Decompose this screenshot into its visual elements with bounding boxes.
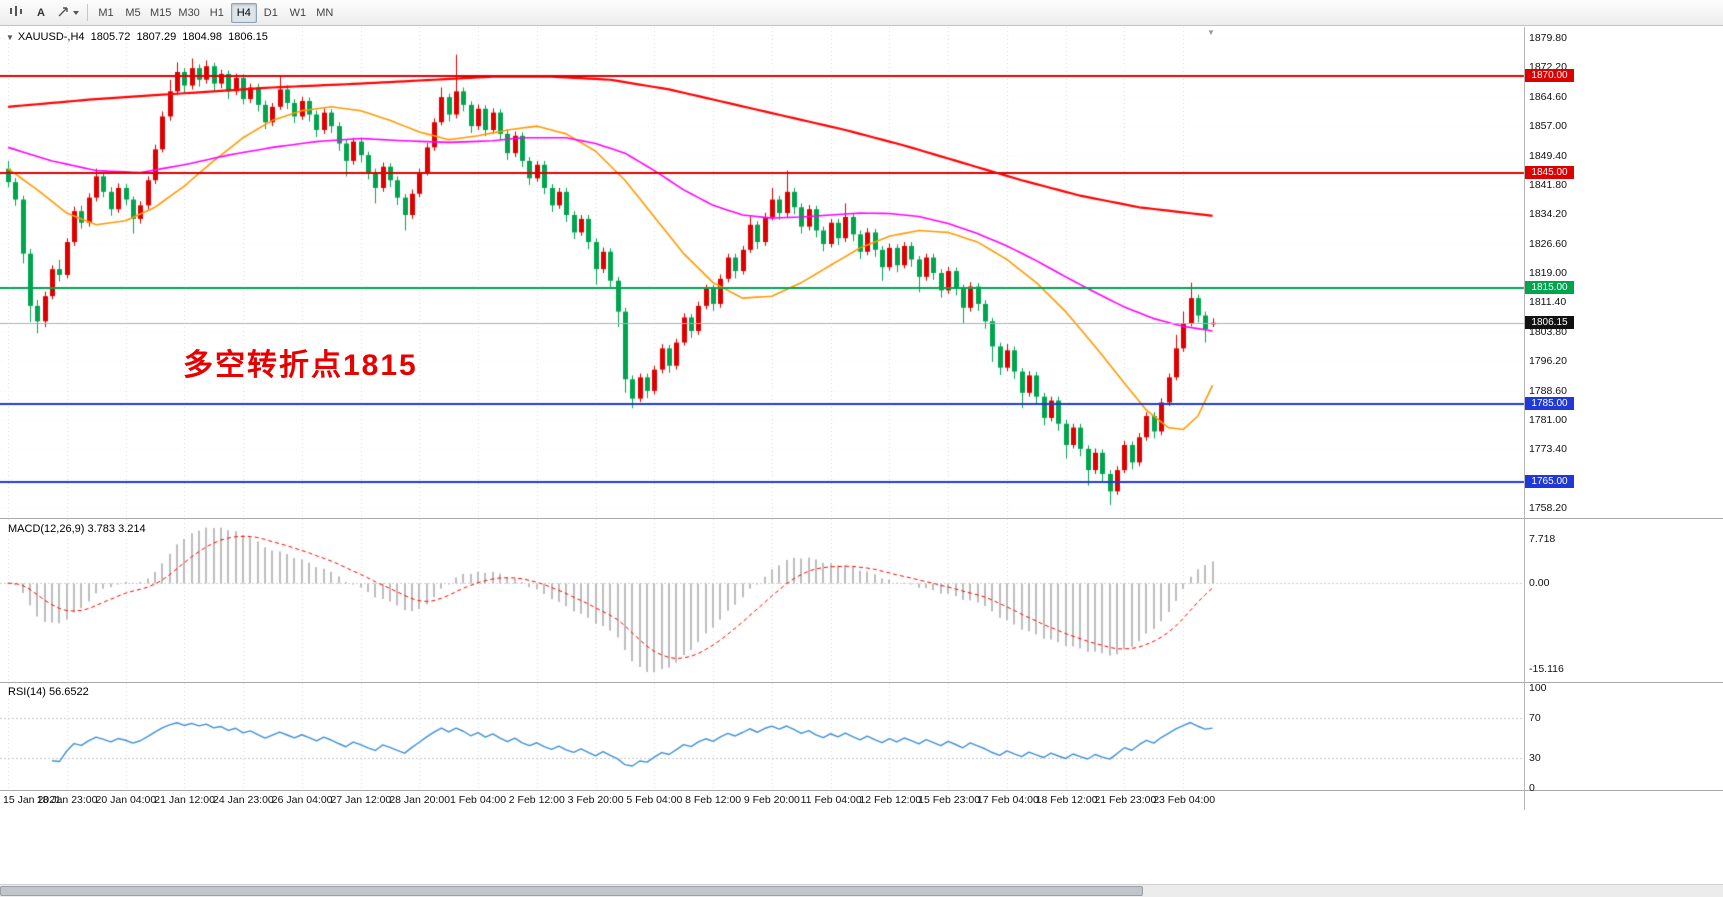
price-axis-label: 1773.40 [1529,443,1567,456]
price-axis-label: 1781.00 [1529,413,1567,426]
time-axis-label: 28 Jan 20:00 [389,794,451,806]
level-badge: 1815.00 [1525,281,1574,295]
time-axis-label: 2 Feb 12:00 [508,794,565,806]
timeframe-button-m30[interactable]: M30 [178,6,200,19]
time-axis-label: 18 Jan 23:00 [36,794,98,806]
time-axis-label: 3 Feb 20:00 [567,794,624,806]
tool-button-group: A [4,3,82,23]
timeframe-button-w1[interactable]: W1 [289,6,307,19]
time-axis-label: 11 Feb 04:00 [800,794,862,806]
price-axis-label: 1788.60 [1529,384,1567,397]
timeframe-button-group: M1 M5 M15 M30 H1 H4 D1 W1 MN [93,2,338,23]
trend-note-text: 多空转折点1815 [183,349,418,382]
time-axis-label: 21 Jan 12:00 [154,794,215,806]
macd-axis-label: -15.116 [1529,663,1564,676]
symbol-period-label: XAUUSD-,H4 [17,31,85,43]
price-axis-label: 1879.80 [1529,32,1567,44]
rsi-label: RSI(14) 56.6522 [8,686,89,698]
rsi-axis-label: 30 [1529,752,1541,764]
chart-bars-icon [9,5,23,20]
price-axis-label: 1857.00 [1529,120,1567,133]
tool-button-text-label[interactable]: A [37,6,45,19]
time-axis-label: 1 Feb 04:00 [450,794,507,806]
price-axis-label: 1849.40 [1529,149,1567,162]
timeframe-button-m1[interactable]: M1 [98,6,114,19]
time-axis-label: 15 Feb 23:00 [918,794,981,806]
pane-separator-main-macd[interactable] [0,518,1723,519]
timeframe-button-h4[interactable]: H4 [230,2,257,23]
chart-info: ▼ XAUUSD-,H4 1805.72 1807.29 1804.98 1806… [6,31,271,43]
time-axis-label: 5 Feb 04:00 [626,794,683,806]
ohlc-close: 1806.15 [228,31,268,43]
time-axis-label: 15 Jan 2021 [3,794,61,806]
ohlc-low: 1804.98 [182,31,223,43]
timeframe-button-mn[interactable]: MN [316,6,334,19]
caret-down-icon [73,10,79,15]
timeframe-button-m5[interactable]: M5 [125,6,141,19]
expand-arrow-icon: ▼ [6,33,14,42]
tool-button-charts[interactable] [4,3,28,23]
chart-shift-marker-icon: ▼ [1207,28,1215,37]
rsi-value: 56.6522 [48,686,89,698]
price-axis-label: 1803.80 [1529,325,1567,338]
main-toolbar: A M1 M5 M15 M30 H1 H4 D1 W1 MN [0,0,1723,26]
price-axis-label: 1811.40 [1529,296,1567,309]
macd-name: MACD(12,26,9) [8,523,85,535]
toolbar-separator [87,4,88,21]
time-axis-label: 12 Feb 12:00 [859,794,922,806]
rsi-name: RSI(14) [8,686,46,698]
macd-label: MACD(12,26,9) 3.783 3.214 [8,523,146,535]
scrollbar-thumb[interactable] [0,886,1143,896]
ohlc-open: 1805.72 [90,31,131,43]
price-axis-label: 1834.20 [1529,208,1567,221]
time-axis-label: 21 Feb 23:00 [1094,794,1157,806]
price-axis-label: 1864.60 [1529,90,1567,103]
price-axis-label: 1826.60 [1529,237,1567,250]
time-axis-label: 20 Jan 04:00 [95,794,157,806]
price-axis-label: 1841.80 [1529,178,1567,191]
level-badge: 1870.00 [1525,68,1574,82]
arrow-tool-icon [57,5,70,21]
time-axis-label: 24 Jan 23:00 [213,794,274,806]
price-scale-border [1524,27,1525,810]
time-axis-label: 8 Feb 12:00 [685,794,742,806]
pane-separator-macd-rsi[interactable] [0,682,1723,683]
rsi-axis-label: 0 [1529,782,1535,794]
current-price-badge: 1806.15 [1525,315,1574,329]
tool-button-arrows[interactable] [54,3,82,23]
pane-separator-time-axis [0,790,1723,791]
timeframe-button-h1[interactable]: H1 [209,6,224,19]
price-axis-label: 1758.20 [1529,502,1567,514]
time-axis-label: 18 Feb 12:00 [1035,794,1098,806]
macd-axis-label: 7.718 [1529,533,1556,546]
price-axis-label: 1796.20 [1529,355,1567,368]
horizontal-scrollbar[interactable] [0,884,1723,897]
macd-values: 3.783 3.214 [87,523,146,535]
rsi-axis-label: 100 [1529,682,1547,694]
level-badge: 1765.00 [1525,474,1574,488]
level-badge: 1845.00 [1525,165,1574,179]
ohlc-high: 1807.29 [136,31,177,43]
rsi-axis-label: 70 [1529,712,1541,724]
timeframe-button-d1[interactable]: D1 [263,6,278,19]
time-axis-label: 26 Jan 04:00 [271,794,333,806]
time-axis-label: 9 Feb 20:00 [743,794,800,806]
price-axis-label: 1819.00 [1529,267,1567,279]
timeframe-button-m15[interactable]: M15 [150,6,172,19]
time-axis-label: 27 Jan 12:00 [330,794,392,806]
level-badge: 1785.00 [1525,397,1574,411]
macd-axis-label: 0.00 [1529,577,1550,590]
time-axis-label: 17 Feb 04:00 [976,794,1039,806]
time-axis-label: 23 Feb 04:00 [1153,794,1216,806]
